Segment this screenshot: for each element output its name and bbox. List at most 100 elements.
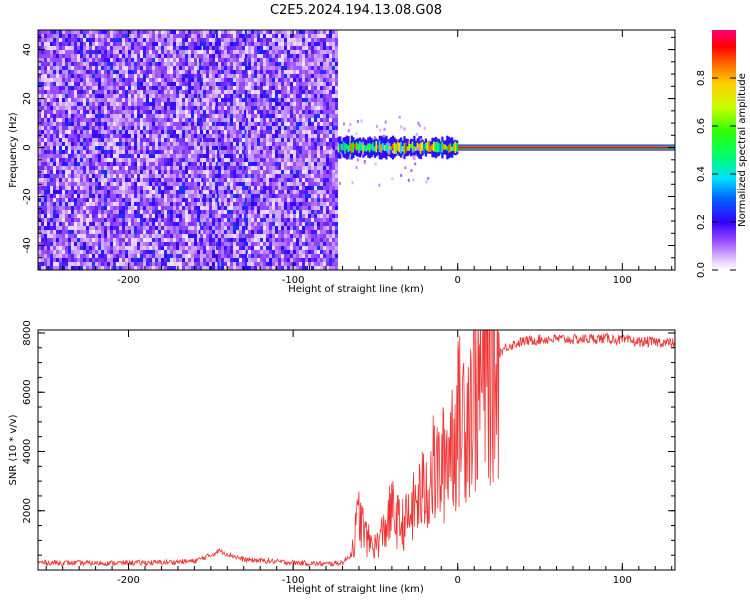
heatmap-cell (233, 114, 236, 118)
heatmap-cell (149, 38, 152, 42)
heatmap-cell (164, 114, 167, 118)
heatmap-cell (221, 234, 224, 238)
heatmap-cell (179, 62, 182, 66)
heatmap-cell (191, 118, 194, 122)
heatmap-cell (257, 242, 260, 246)
heatmap-cell (191, 150, 194, 154)
heatmap-cell (62, 126, 65, 130)
heatmap-cell (125, 74, 128, 78)
heatmap-cell (209, 70, 212, 74)
heatmap-cell (260, 78, 263, 82)
heatmap-cell (257, 226, 260, 230)
heatmap-cell (71, 198, 74, 202)
heatmap-cell (137, 110, 140, 114)
heatmap-cell (260, 262, 263, 266)
heatmap-cell (68, 246, 71, 250)
heatmap-cell (188, 214, 191, 218)
heatmap-cell (224, 182, 227, 186)
heatmap-cell (98, 138, 101, 142)
heatmap-cell (248, 178, 251, 182)
heatmap-cell (266, 30, 269, 34)
heatmap-cell (257, 182, 260, 186)
heatmap-cell (272, 222, 275, 226)
heatmap-cell (284, 54, 287, 58)
heatmap-cell (104, 230, 107, 234)
heatmap-cell (242, 154, 245, 158)
heatmap-cell (281, 46, 284, 50)
heatmap-cell (95, 66, 98, 70)
heatmap-cell (206, 118, 209, 122)
heatmap-cell (92, 34, 95, 38)
heatmap-cell (95, 222, 98, 226)
heatmap-cell (254, 62, 257, 66)
heatmap-cell (227, 238, 230, 242)
heatmap-cell (170, 42, 173, 46)
heatmap-cell (62, 238, 65, 242)
heatmap-cell (152, 138, 155, 142)
heatmap-cell (176, 102, 179, 106)
heatmap-cell (257, 206, 260, 210)
heatmap-cell (239, 118, 242, 122)
heatmap-cell (122, 102, 125, 106)
heatmap-cell (104, 82, 107, 86)
heatmap-cell (134, 78, 137, 82)
heatmap-cell (275, 218, 278, 222)
heatmap-cell (38, 58, 41, 62)
heatmap-cell (68, 154, 71, 158)
heatmap-cell (68, 42, 71, 46)
heatmap-cell (149, 94, 152, 98)
heatmap-cell (200, 90, 203, 94)
heatmap-cell (131, 206, 134, 210)
heatmap-cell (197, 226, 200, 230)
heatmap-cell (227, 254, 230, 258)
heatmap-cell (65, 166, 68, 170)
heatmap-cell (266, 258, 269, 262)
heatmap-cell (86, 102, 89, 106)
heatmap-cell (284, 62, 287, 66)
heatmap-cell (242, 50, 245, 54)
heatmap-cell (86, 202, 89, 206)
heatmap-cell (41, 54, 44, 58)
heatmap-cell (215, 202, 218, 206)
heatmap-cell (140, 30, 143, 34)
heatmap-cell (38, 246, 41, 250)
heatmap-cell (44, 30, 47, 34)
heatmap-cell (278, 262, 281, 266)
heatmap-cell (50, 138, 53, 142)
heatmap-cell (149, 134, 152, 138)
heatmap-cell (218, 62, 221, 66)
heatmap-cell (209, 142, 212, 146)
heatmap-cell (134, 98, 137, 102)
heatmap-cell (200, 234, 203, 238)
heatmap-cell (113, 186, 116, 190)
heatmap-cell (74, 142, 77, 146)
heatmap-cell (122, 34, 125, 38)
heatmap-cell (152, 250, 155, 254)
heatmap-cell (71, 74, 74, 78)
heatmap-cell (230, 258, 233, 262)
heatmap-cell (194, 226, 197, 230)
heatmap-cell (284, 58, 287, 62)
heatmap-cell (101, 182, 104, 186)
heatmap-cell (284, 142, 287, 146)
heatmap-cell (125, 202, 128, 206)
heatmap-cell (104, 130, 107, 134)
heatmap-cell (83, 178, 86, 182)
heatmap-cell (134, 190, 137, 194)
heatmap-cell (140, 194, 143, 198)
heatmap-cell (74, 158, 77, 162)
heatmap-cell (197, 194, 200, 198)
heatmap-cell (221, 34, 224, 38)
heatmap-cell (179, 130, 182, 134)
heatmap-cell (74, 234, 77, 238)
heatmap-cell (185, 126, 188, 130)
heatmap-cell (122, 230, 125, 234)
heatmap-cell (191, 98, 194, 102)
heatmap-cell (101, 130, 104, 134)
heatmap-cell (83, 58, 86, 62)
heatmap-cell (98, 226, 101, 230)
heatmap-cell (68, 78, 71, 82)
heatmap-cell (176, 170, 179, 174)
heatmap-cell (146, 38, 149, 42)
heatmap-cell (110, 86, 113, 90)
